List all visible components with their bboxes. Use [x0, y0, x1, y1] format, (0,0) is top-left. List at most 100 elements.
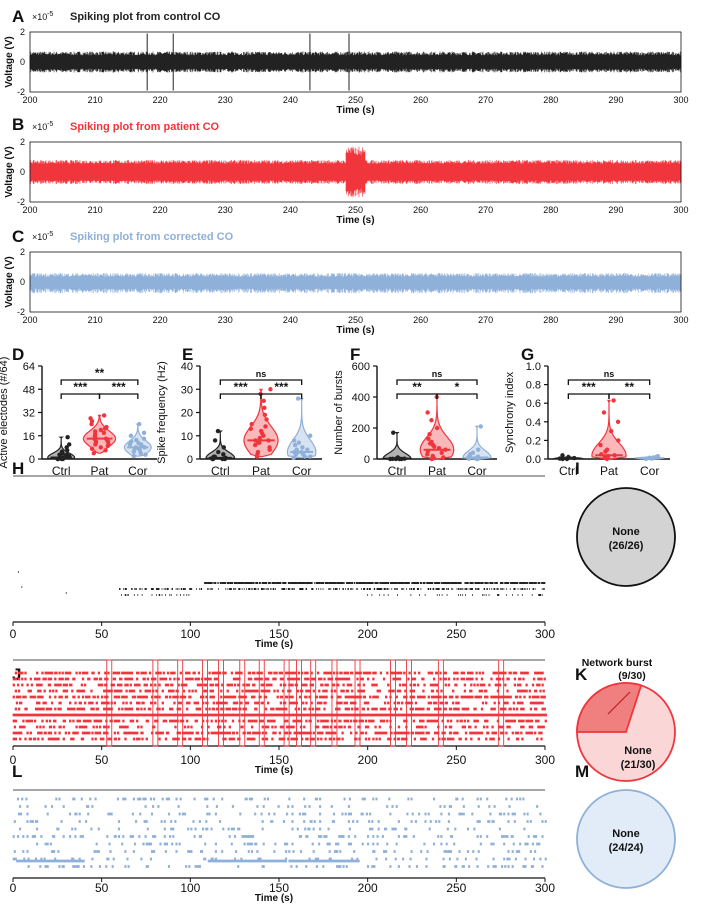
panel-letter-a: A	[12, 7, 24, 26]
spike-raster	[12, 671, 547, 741]
significance-label: ***	[274, 380, 288, 394]
voltage-trace	[29, 51, 682, 73]
data-point	[307, 433, 313, 438]
data-point	[131, 453, 137, 459]
x-tick-label: Pat	[90, 464, 109, 478]
panel-letter-i: I	[575, 459, 580, 478]
significance-bracket	[60, 393, 101, 399]
x-tick-label: 200	[22, 315, 37, 325]
y-axis-label: Voltage (V)	[4, 146, 15, 197]
pie-none-count: (26/26)	[609, 540, 644, 552]
data-point	[93, 429, 98, 434]
x-tick-label: 0	[10, 627, 17, 641]
data-point	[470, 450, 476, 455]
x-tick-label: 290	[608, 95, 623, 105]
data-point	[429, 418, 434, 423]
trace-frame	[29, 31, 682, 93]
x-tick-label: 280	[543, 315, 558, 325]
data-point	[439, 450, 444, 455]
data-point	[248, 426, 253, 431]
y-tick-label: 16	[23, 431, 35, 443]
significance-bracket	[260, 393, 303, 399]
data-point	[560, 453, 565, 458]
significance-label: ns	[604, 369, 615, 379]
x-tick-label: Ctrl	[211, 464, 230, 478]
y-axis-label: Number of bursts	[333, 370, 345, 455]
x-tick-label: Pat	[428, 464, 447, 478]
violin-body	[382, 432, 412, 460]
x-tick-label: 200	[22, 95, 37, 105]
trace-title: Spiking plot from patient CO	[70, 121, 220, 133]
y-tick-label: -2	[17, 87, 25, 97]
pie-burst-count: (9/30)	[618, 670, 645, 682]
y-tick-label: 2	[20, 247, 25, 257]
data-point	[604, 447, 610, 452]
pie-burst-label: Network burst	[582, 657, 653, 669]
data-point	[430, 453, 435, 459]
data-point	[212, 438, 218, 443]
x-tick-label: 100	[180, 627, 200, 641]
significance-label: ***	[234, 380, 248, 394]
y-tick-label: 0	[20, 57, 25, 67]
x-tick-label: Cor	[467, 464, 486, 478]
significance-bracket	[219, 393, 262, 399]
significance-label: **	[625, 380, 635, 394]
data-point	[429, 439, 434, 445]
data-point	[608, 428, 614, 434]
data-point	[134, 437, 139, 443]
y-tick-label: 0	[187, 454, 193, 466]
x-tick-label: 280	[543, 95, 558, 105]
violin-body	[205, 430, 236, 460]
pie-panel-i: None (26/26)	[576, 487, 676, 587]
y-tick-label: 200	[352, 423, 370, 435]
pie-none-count: (21/30)	[621, 759, 656, 771]
data-point	[598, 442, 603, 448]
pie-panel-k: Network burst(9/30) None (21/30)	[576, 657, 676, 782]
data-point	[89, 446, 95, 452]
x-tick-label: 200	[22, 205, 37, 215]
violin-panel-g: 0.0 0.2 0.4 0.6 0.8 1.0 Synchrony index Ctrl Pat…	[504, 361, 670, 478]
data-point	[257, 440, 262, 445]
data-point	[391, 430, 396, 435]
trace-title: Spiking plot from control CO	[70, 11, 221, 23]
y-tick-label: 1.0	[526, 361, 541, 373]
significance-label: ns	[432, 369, 443, 379]
data-point	[601, 410, 607, 415]
x-tick-label: 300	[673, 205, 688, 215]
significance-label: *	[455, 380, 460, 394]
data-point	[128, 433, 134, 438]
data-point	[98, 445, 103, 450]
x-axis-label: Time (s)	[336, 215, 374, 226]
network-burst-window	[258, 659, 265, 747]
data-point	[264, 417, 269, 422]
data-point	[262, 405, 267, 411]
x-tick-label: 210	[88, 315, 103, 325]
trace-panel-c: -2 0 2 200 210 220 230 240 250 260 270 280 290 300 Tim…	[4, 231, 689, 336]
x-tick-label: 270	[478, 205, 493, 215]
raster-panel-l: 0 50 100 150 200 250 300 Time (s)	[10, 789, 555, 904]
data-point	[64, 445, 69, 450]
data-point	[296, 440, 302, 445]
x-tick-label: 260	[413, 95, 428, 105]
x-tick-label: 230	[218, 95, 233, 105]
y-tick-label: 0.0	[526, 454, 541, 466]
data-point	[255, 449, 261, 455]
x-tick-label: Ctrl	[52, 464, 71, 478]
data-point	[268, 387, 273, 392]
pie-none-label: None	[624, 745, 652, 757]
x-tick-label: 270	[478, 95, 493, 105]
panel-letter-e: E	[182, 345, 193, 364]
x-axis-label: Time (s)	[255, 893, 293, 904]
data-point	[65, 435, 70, 440]
data-point	[104, 424, 109, 430]
x-tick-label: Cor	[128, 464, 147, 478]
data-point	[252, 442, 258, 448]
x-tick-label: 300	[535, 627, 555, 641]
panel-letter-b: B	[12, 115, 24, 134]
pie-none-label: None	[612, 828, 640, 840]
x-tick-label: 250	[446, 881, 466, 895]
data-point	[292, 442, 298, 448]
data-point	[427, 432, 432, 437]
x-tick-label: Pat	[600, 464, 619, 478]
